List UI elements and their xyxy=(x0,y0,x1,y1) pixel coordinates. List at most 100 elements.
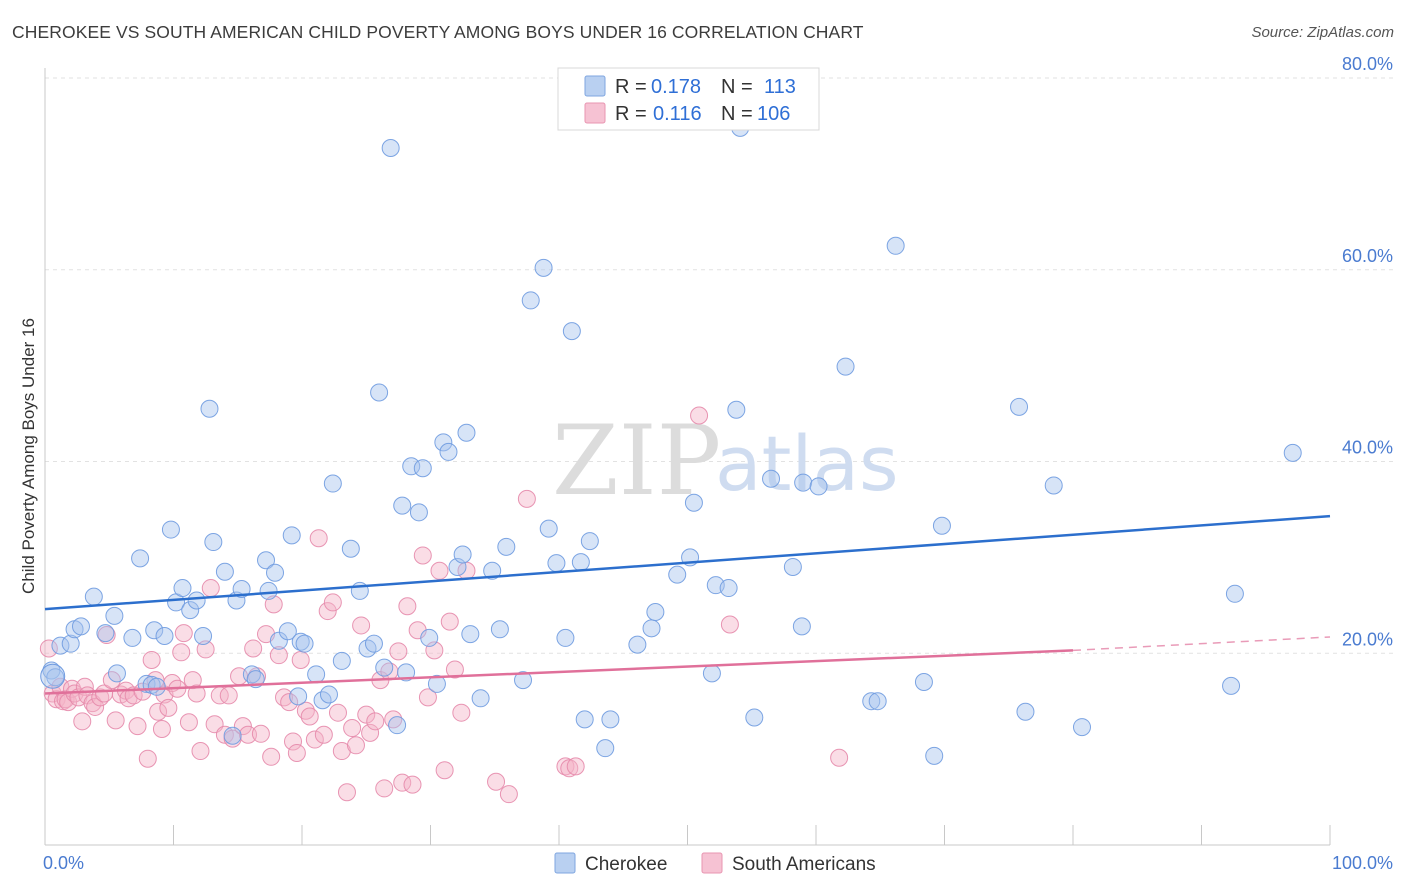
south-american-point xyxy=(328,703,347,722)
south-american-point xyxy=(191,742,210,761)
cherokee-point xyxy=(439,442,458,461)
cherokee-point xyxy=(745,708,764,727)
chart-source: Source: ZipAtlas.com xyxy=(1251,24,1394,41)
cherokee-point xyxy=(628,635,647,654)
south-american-point xyxy=(244,639,263,658)
south-american-point xyxy=(830,748,849,767)
cherokee-point xyxy=(46,668,65,687)
trend-layer xyxy=(44,514,1331,695)
bottom-legend: Cherokee South Americans xyxy=(554,852,876,875)
watermark-atlas: atlas xyxy=(715,419,899,508)
south-american-point xyxy=(440,612,459,631)
south-american-point xyxy=(128,717,147,736)
cherokee-point xyxy=(381,138,400,157)
y-tick-label: 60.0% xyxy=(1342,246,1393,266)
cherokee-point xyxy=(364,634,383,653)
south-american-point xyxy=(239,725,258,744)
legend-n-label-south: N = xyxy=(721,103,753,125)
cherokee-point xyxy=(413,459,432,478)
cherokee-point xyxy=(762,469,781,488)
south-american-point xyxy=(361,723,380,742)
y-tick-label: 20.0% xyxy=(1342,629,1393,649)
cherokee-point xyxy=(200,399,219,418)
south-american-point xyxy=(566,757,585,776)
cherokee-point xyxy=(1044,476,1063,495)
cherokee-point xyxy=(105,606,124,625)
cherokee-point xyxy=(269,631,288,650)
cherokee-trend-line xyxy=(44,514,1331,611)
cherokee-point xyxy=(783,557,802,576)
cherokee-point xyxy=(215,562,234,581)
south-american-point xyxy=(264,595,283,614)
south-american-point xyxy=(560,759,579,778)
cherokee-point xyxy=(601,710,620,729)
y-axis-label: Child Poverty Among Boys Under 16 xyxy=(19,318,38,594)
south-american-point xyxy=(517,489,536,508)
cherokee-point xyxy=(562,322,581,341)
cherokee-point xyxy=(1072,718,1091,737)
south-american-point xyxy=(418,688,437,707)
cherokee-point xyxy=(575,710,594,729)
legend-n-value-cherokee: 113 xyxy=(764,76,796,98)
south-american-point xyxy=(309,529,328,548)
cherokee-point xyxy=(539,519,558,538)
axis-layer: 20.0% 40.0% 60.0% 80.0% 0.0% 100.0% xyxy=(43,54,1393,873)
points-layer xyxy=(39,118,1302,804)
cherokee-point xyxy=(490,620,509,639)
cherokee-point xyxy=(497,537,516,556)
south-american-point xyxy=(430,561,449,580)
south-american-point xyxy=(352,616,371,635)
cherokee-point xyxy=(84,587,103,606)
cherokee-point xyxy=(719,579,738,598)
cherokee-point xyxy=(702,664,721,683)
cherokee-point xyxy=(925,746,944,765)
watermark: ZIP atlas xyxy=(552,405,899,517)
legend-r-value-south: 0.116 xyxy=(653,103,702,125)
south-american-point xyxy=(487,772,506,791)
cherokee-point xyxy=(727,400,746,419)
south-american-point xyxy=(720,615,739,634)
cherokee-point xyxy=(668,565,687,584)
south-american-point xyxy=(435,761,454,780)
legend-n-value-south: 106 xyxy=(757,103,790,125)
south-american-point xyxy=(73,712,92,731)
cherokee-point xyxy=(295,634,314,653)
cherokee-point xyxy=(862,692,881,711)
cherokee-point xyxy=(1225,584,1244,603)
south-american-point xyxy=(106,711,125,730)
cherokee-point xyxy=(914,673,933,692)
watermark-zip: ZIP xyxy=(552,405,721,517)
south-american-point xyxy=(174,624,193,643)
cherokee-point xyxy=(1283,443,1302,462)
legend-swatch-south xyxy=(584,102,606,124)
cherokee-point xyxy=(580,532,599,551)
bottom-legend-swatch-south xyxy=(701,852,723,874)
cherokee-point xyxy=(341,539,360,558)
south-american-point xyxy=(343,719,362,738)
legend-r-label-south: R = xyxy=(615,103,647,125)
south-american-point xyxy=(375,779,394,798)
cherokee-point xyxy=(684,493,703,512)
cherokee-point xyxy=(319,685,338,704)
cherokee-point xyxy=(370,383,389,402)
cherokee-point xyxy=(257,551,276,570)
cherokee-point xyxy=(792,617,811,636)
cherokee-point xyxy=(886,236,905,255)
south-american-point xyxy=(86,697,105,716)
cherokee-point xyxy=(868,692,887,711)
cherokee-point xyxy=(123,628,142,647)
cherokee-point xyxy=(388,716,407,735)
south-american-point xyxy=(152,719,171,738)
south-american-point xyxy=(287,743,306,762)
cherokee-point-large xyxy=(40,663,66,689)
cherokee-point xyxy=(147,677,166,696)
south-american-point xyxy=(357,705,376,724)
cherokee-point xyxy=(61,634,80,653)
cherokee-point xyxy=(282,526,301,545)
south-american-point xyxy=(39,639,58,658)
south-american-point xyxy=(452,703,471,722)
cherokee-point xyxy=(794,473,813,492)
cherokee-point xyxy=(571,553,590,572)
south-american-point xyxy=(159,698,178,717)
cherokee-point xyxy=(71,617,90,636)
